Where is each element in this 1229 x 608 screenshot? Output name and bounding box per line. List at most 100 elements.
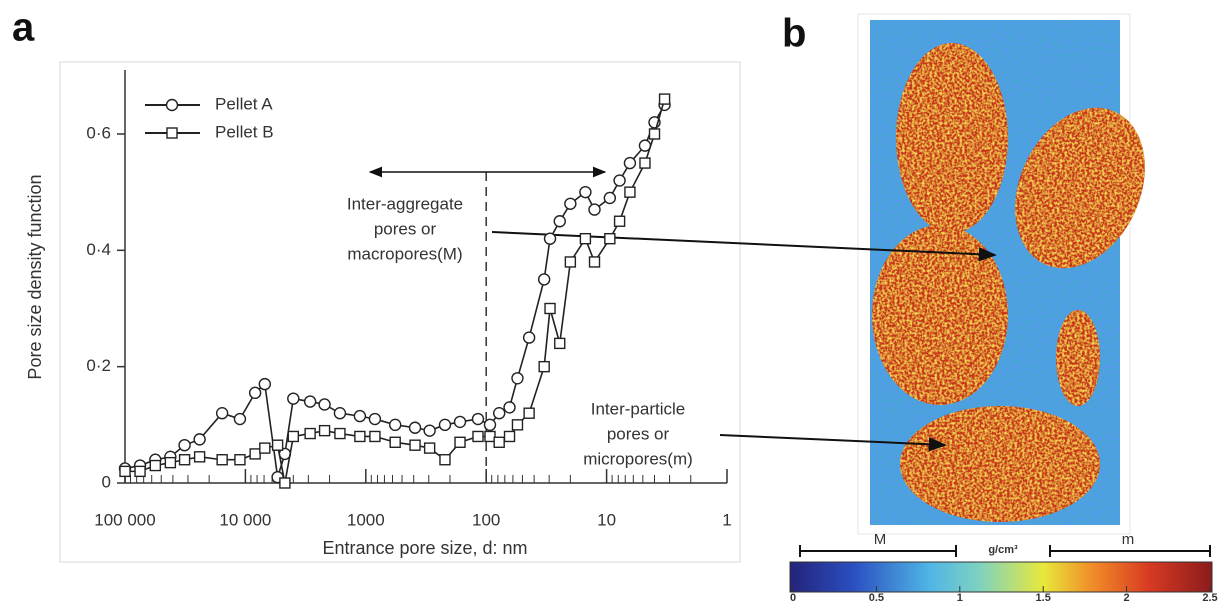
colorbar-tick-label: 1.5 [1036,592,1051,603]
data-point [492,406,506,420]
series [119,93,671,489]
colorbar [789,561,1213,593]
data-point [484,430,496,443]
data-point [603,191,617,205]
annotation: Inter-particle [591,399,685,418]
data-point [164,456,177,469]
data-point [408,421,422,434]
panel-label: b [782,12,806,56]
data-point [234,454,246,466]
data-point [658,93,671,105]
data-point [271,439,284,451]
legend-label: Pellet B [215,122,274,141]
series [118,98,671,484]
data-point [588,203,601,216]
y-axis-label: Pore size density function [25,174,45,379]
colorbar-tick-label: 2.5 [1202,592,1217,603]
data-point [215,406,229,420]
panel-label: a [12,6,35,50]
x-tick-label: 100 000 [94,510,155,529]
data-point [553,215,566,228]
data-point [423,442,436,454]
pointer-arrow [719,434,947,452]
data-point [537,273,551,286]
data-point [439,454,451,466]
data-point [483,418,497,432]
data-point [579,232,592,245]
y-tick-label: 0·2 [86,356,111,375]
data-point [304,427,316,440]
data-point [544,302,556,315]
range-label: M [874,531,887,548]
data-point [523,407,535,419]
x-tick-label: 1 [722,510,731,529]
data-point [543,232,557,245]
data-point [522,331,536,344]
data-point [564,197,577,210]
legend-marker [166,127,178,139]
data-point [471,412,485,426]
legend-label: Pellet A [215,94,273,113]
data-point [369,430,381,443]
annotation: Inter-aggregate [347,194,463,213]
data-point [354,430,366,443]
data-point [613,174,626,187]
data-point [249,448,261,460]
data-point [564,256,577,268]
colorbar-tick-label: 0.5 [869,592,884,603]
panel-frame [59,61,741,563]
data-point [303,395,317,408]
data-point [334,427,346,440]
x-tick-label: 10 000 [219,510,271,529]
data-point [178,454,191,466]
y-tick-label: 0·6 [86,123,111,142]
colorbar-unit: g/cm³ [988,544,1018,556]
range-bars [799,545,1211,557]
data-point [353,409,367,423]
colorbar-tick-label: 2 [1124,592,1130,603]
annotation: macropores(M) [347,244,462,263]
data-point [503,430,516,443]
data-point [453,415,467,429]
x-tick-label: 1000 [347,510,385,529]
data-point [423,424,436,437]
y-tick-label: 0 [102,472,111,491]
data-point [493,436,505,448]
data-point [511,419,524,431]
data-point [454,436,466,448]
data-point [333,406,347,420]
data-point [318,424,331,437]
data-point [538,360,550,373]
data-point [388,418,402,432]
data-point [119,465,131,478]
data-point [472,430,484,443]
annotation: micropores(m) [583,449,693,468]
data-point [579,185,592,199]
data-point [639,157,651,169]
data-point [438,418,452,432]
data-point [216,454,228,466]
colorbar-tick-label: 1 [957,592,963,603]
data-point [193,433,206,446]
data-point [318,398,331,411]
annotation: pores or [607,424,670,443]
data-point [287,430,300,443]
annotation: pores or [374,219,437,238]
range-label: m [1122,531,1135,548]
data-point [624,186,636,198]
legend-marker [165,98,179,112]
data-point [258,377,272,391]
x-tick-label: 10 [597,510,616,529]
data-point [604,232,616,245]
data-point [368,412,382,426]
y-tick-label: 0·4 [86,240,111,259]
data-point [279,477,291,489]
data-point [648,128,661,140]
data-point [409,439,421,451]
colorbar-tick-label: 0 [790,592,796,603]
data-point [134,465,146,478]
data-point [193,451,206,463]
pointer-arrow [491,231,997,262]
data-point [503,401,516,414]
x-tick-label: 100 [472,510,500,529]
